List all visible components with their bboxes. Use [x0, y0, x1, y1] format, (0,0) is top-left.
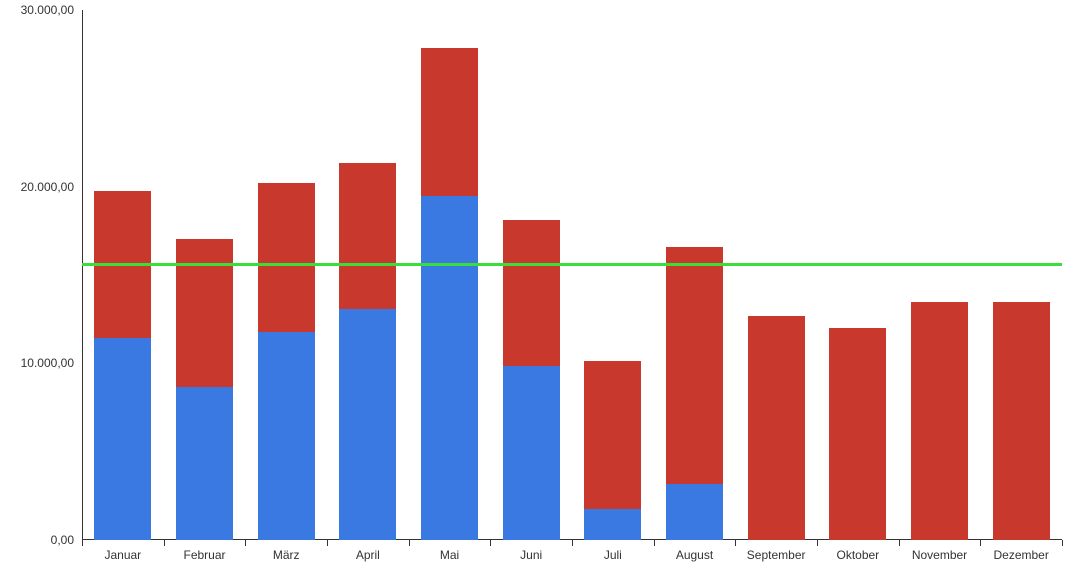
bar-segment-red: [993, 302, 1050, 541]
plot-area: 0,0010.000,0020.000,0030.000,00JanuarFeb…: [82, 10, 1062, 540]
bar-segment-blue: [584, 509, 641, 540]
y-tick-label: 10.000,00: [21, 356, 82, 370]
x-tick-mark: [327, 540, 328, 546]
x-tick-label: Januar: [104, 540, 141, 562]
x-tick-label: Februar: [183, 540, 225, 562]
x-tick-mark: [490, 540, 491, 546]
x-tick-mark: [245, 540, 246, 546]
bar-segment-blue: [503, 366, 560, 540]
y-axis-line: [82, 10, 83, 540]
reference-line: [82, 263, 1062, 266]
y-tick-label: 20.000,00: [21, 180, 82, 194]
x-tick-mark: [735, 540, 736, 546]
x-tick-label: Mai: [440, 540, 459, 562]
bar-segment-blue: [666, 484, 723, 540]
y-tick-label: 30.000,00: [21, 3, 82, 17]
x-tick-mark: [980, 540, 981, 546]
y-tick-label: 0,00: [51, 533, 82, 547]
x-tick-mark: [1062, 540, 1063, 546]
x-tick-mark: [82, 540, 83, 546]
bar-segment-blue: [421, 196, 478, 540]
x-tick-label: Juni: [520, 540, 542, 562]
x-tick-label: März: [273, 540, 300, 562]
bar-segment-red: [421, 48, 478, 196]
x-tick-mark: [654, 540, 655, 546]
bar-segment-blue: [94, 338, 151, 541]
bar-segment-red: [584, 361, 641, 509]
x-tick-label: September: [747, 540, 806, 562]
x-tick-mark: [817, 540, 818, 546]
x-tick-label: Dezember: [993, 540, 1048, 562]
x-tick-label: April: [356, 540, 380, 562]
bar-segment-red: [911, 302, 968, 541]
x-tick-label: Juli: [604, 540, 622, 562]
bar-segment-red: [503, 220, 560, 367]
x-tick-mark: [164, 540, 165, 546]
x-tick-label: Oktober: [836, 540, 879, 562]
bar-segment-blue: [339, 309, 396, 540]
bar-segment-red: [748, 316, 805, 540]
bar-segment-red: [829, 328, 886, 540]
bar-segment-blue: [176, 387, 233, 540]
bar-segment-blue: [258, 332, 315, 540]
bar-segment-red: [258, 183, 315, 331]
x-tick-label: August: [676, 540, 713, 562]
chart-container: 0,00 10.000,00 20.000,00 30.000,00 Januar Feb…: [0, 0, 1073, 577]
bar-segment-red: [666, 247, 723, 484]
x-tick-mark: [572, 540, 573, 546]
x-tick-mark: [899, 540, 900, 546]
bar-segment-red: [176, 239, 233, 387]
x-tick-label: November: [912, 540, 967, 562]
x-tick-mark: [409, 540, 410, 546]
bar-segment-red: [339, 163, 396, 310]
